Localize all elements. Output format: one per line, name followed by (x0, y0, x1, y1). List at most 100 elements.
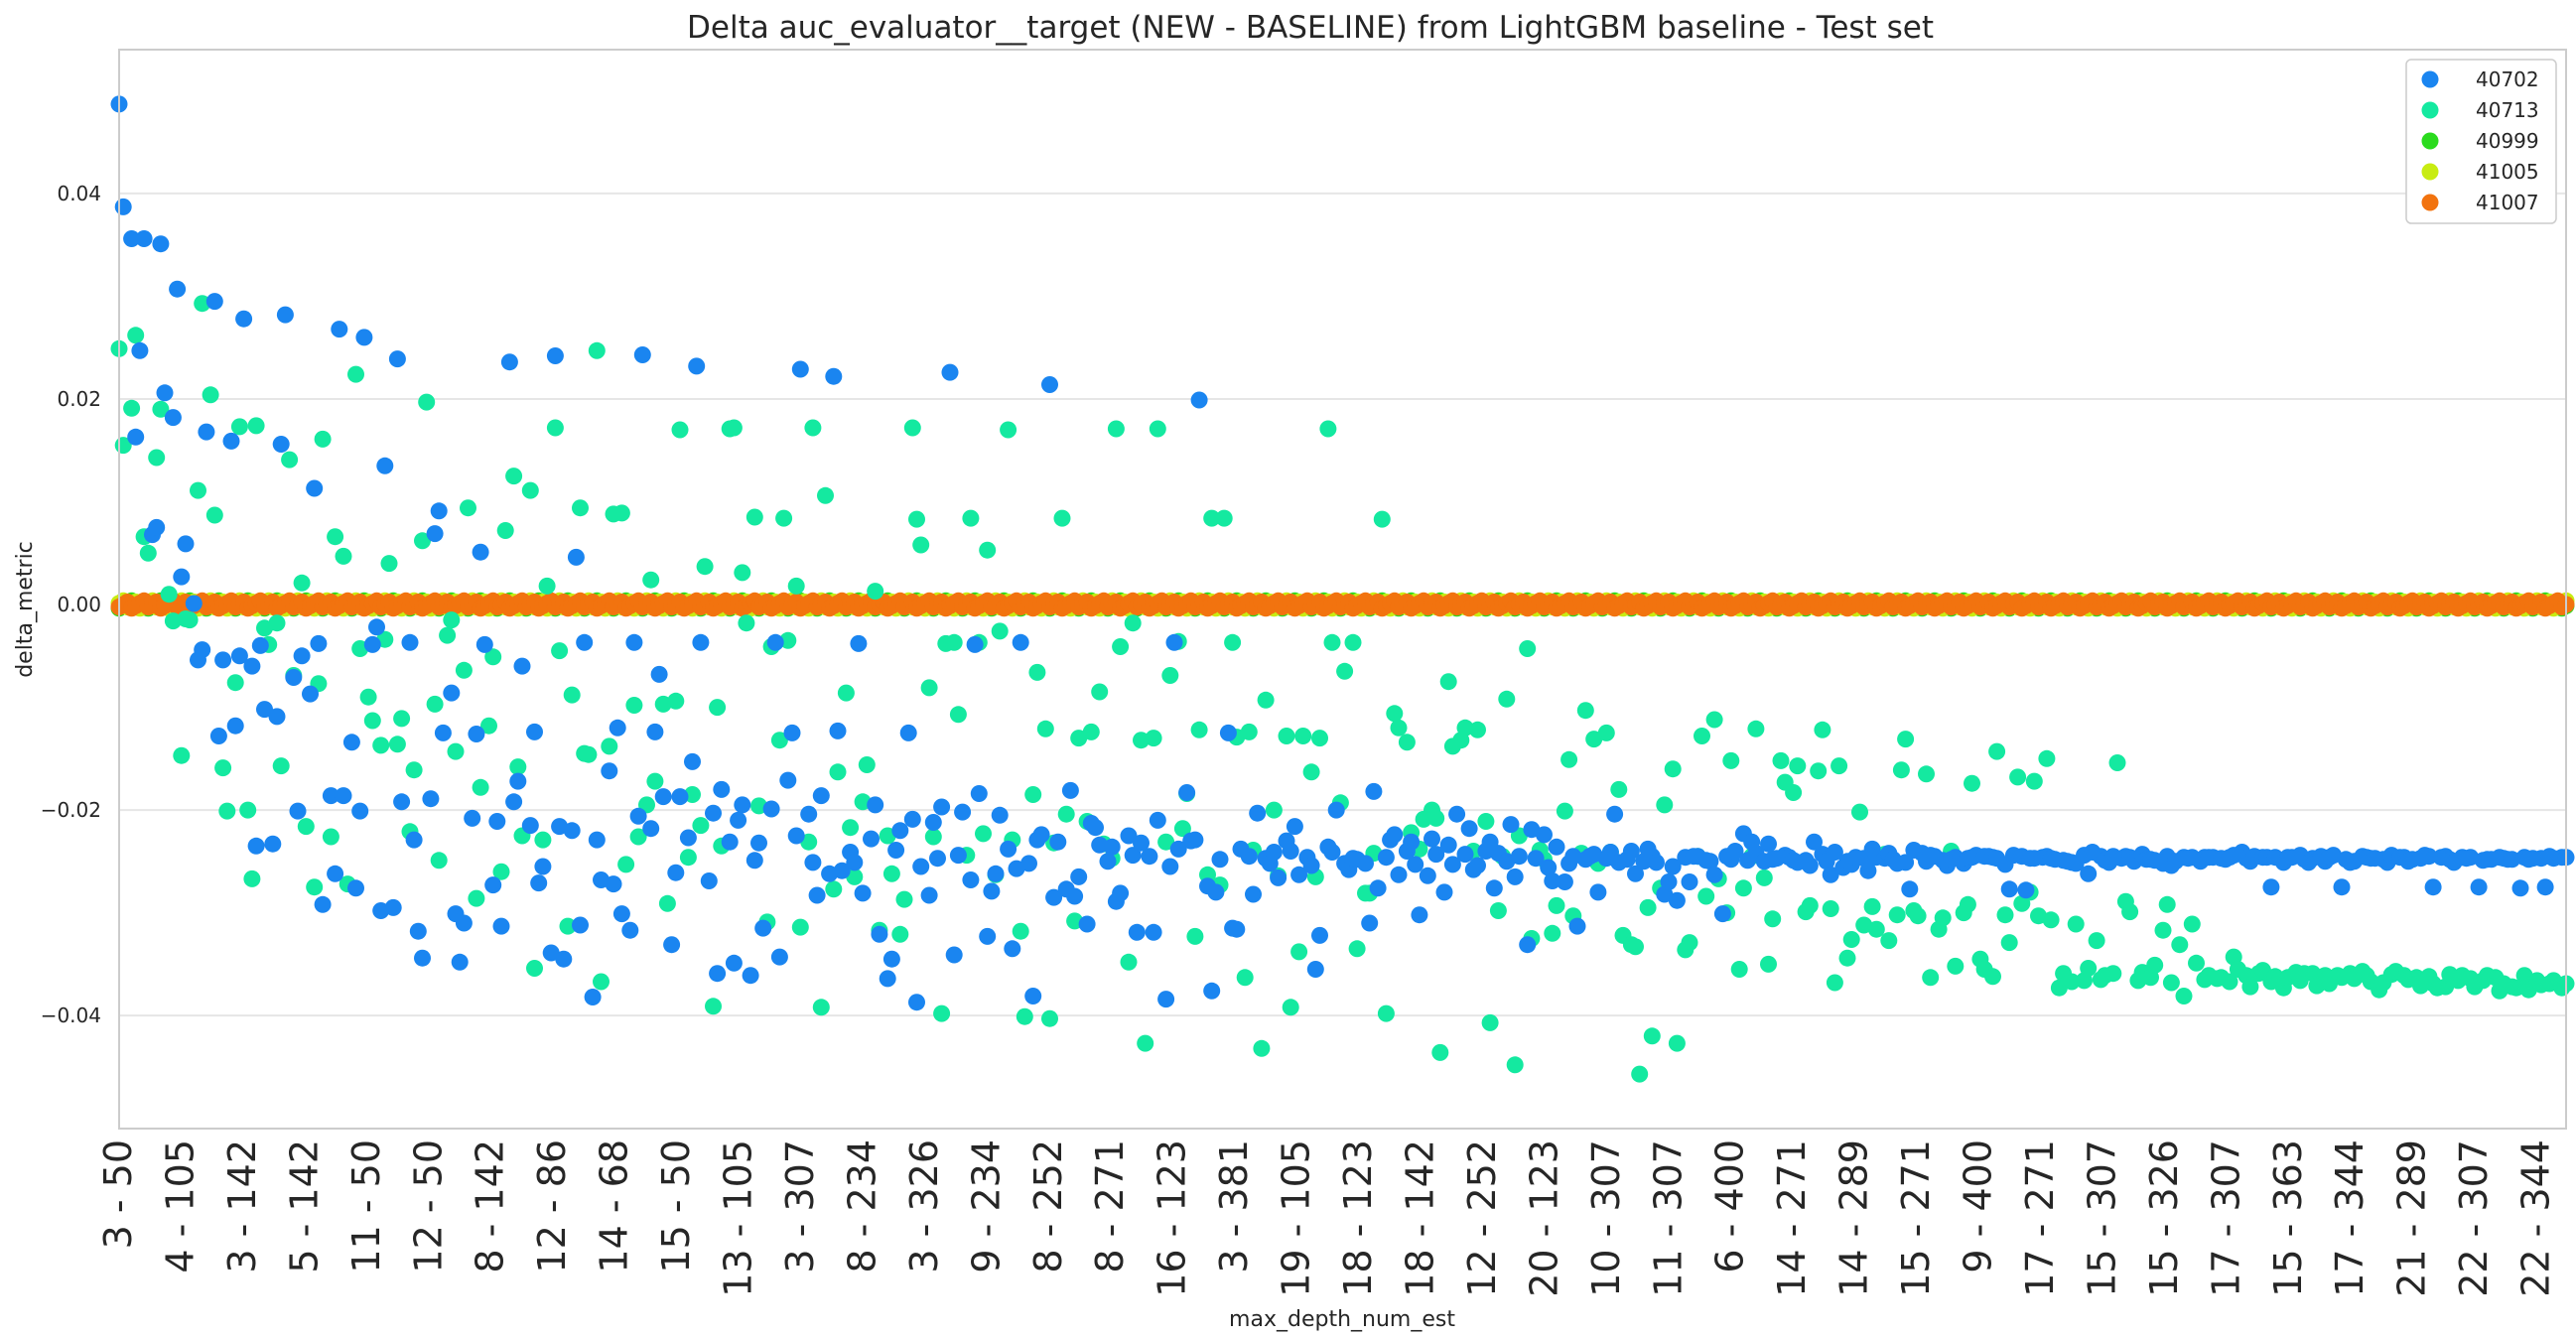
point-40713 (405, 761, 423, 779)
point-40702 (264, 835, 282, 853)
point-40713 (1439, 673, 1457, 691)
point-40713 (538, 577, 556, 595)
point-40713 (1556, 802, 1573, 820)
x-tick-label: 5 - 142 (282, 1139, 326, 1273)
point-40713 (2154, 921, 2172, 939)
point-40702 (576, 633, 594, 651)
point-40702 (376, 457, 394, 474)
point-40702 (2470, 878, 2488, 896)
point-40702 (1485, 879, 1503, 897)
point-40713 (505, 468, 523, 485)
point-40702 (2017, 881, 2035, 899)
point-40702 (384, 898, 402, 916)
point-40702 (1897, 854, 1915, 871)
point-40702 (766, 633, 784, 651)
point-40702 (867, 796, 884, 814)
point-40702 (1419, 867, 1436, 884)
point-40713 (388, 736, 406, 753)
x-tick-label: 3 - 381 (1212, 1139, 1256, 1273)
y-tick-label: 0.04 (57, 182, 101, 205)
x-tick-label: 12 - 86 (530, 1139, 574, 1273)
point-40713 (2038, 749, 2056, 767)
point-40713 (322, 828, 339, 846)
point-40713 (1336, 662, 1354, 680)
point-40713 (1694, 728, 1710, 744)
point-40702 (1705, 866, 1723, 883)
point-40713 (1697, 887, 1715, 905)
point-40702 (1311, 926, 1328, 944)
point-40713 (1610, 780, 1628, 798)
point-40713 (1785, 784, 1803, 801)
point-40713 (1477, 813, 1495, 830)
point-40713 (912, 536, 930, 554)
x-tick-label: 20 - 123 (1522, 1139, 1565, 1297)
point-40702 (1726, 843, 1744, 860)
point-40713 (1133, 732, 1150, 749)
point-40713 (205, 506, 223, 524)
x-tick-label: 3 - 307 (778, 1139, 822, 1273)
point-40713 (430, 852, 448, 870)
point-40713 (1028, 663, 1046, 681)
point-40713 (1091, 683, 1109, 701)
point-40702 (1548, 838, 1565, 856)
point-40713 (247, 417, 265, 435)
point-40702 (871, 925, 888, 943)
point-40713 (297, 818, 315, 836)
x-tick-label: 21 - 289 (2390, 1139, 2434, 1297)
point-40702 (1061, 781, 1079, 799)
x-tick-label: 8 - 271 (1088, 1139, 1132, 1273)
point-40702 (1327, 801, 1345, 819)
point-40702 (455, 914, 473, 932)
point-40702 (314, 895, 332, 913)
point-40713 (1984, 968, 2001, 986)
point-40702 (2000, 880, 2018, 898)
point-40702 (663, 936, 681, 954)
point-40713 (418, 393, 436, 411)
point-40702 (247, 837, 265, 855)
point-40702 (1012, 633, 1029, 651)
point-40702 (310, 634, 328, 652)
point-40702 (256, 701, 273, 719)
point-40702 (222, 432, 240, 450)
point-40702 (355, 329, 373, 346)
point-40702 (422, 790, 440, 808)
x-tick-label: 11 - 50 (344, 1139, 388, 1273)
point-40713 (226, 674, 244, 692)
point-40702 (464, 809, 481, 827)
point-40713 (867, 583, 884, 601)
point-40713 (2221, 973, 2238, 991)
point-40713 (1137, 1034, 1154, 1052)
point-40702 (954, 803, 972, 821)
point-40713 (1922, 969, 1940, 987)
point-40702 (987, 865, 1005, 882)
point-40702 (127, 428, 145, 446)
point-40702 (754, 919, 772, 937)
point-40713 (1548, 896, 1565, 914)
point-40702 (1826, 844, 1843, 861)
point-40713 (671, 421, 689, 439)
x-tick-label: 14 - 271 (1770, 1139, 1814, 1297)
point-40702 (1091, 836, 1109, 854)
point-40713 (443, 611, 461, 629)
point-40702 (1099, 853, 1117, 870)
point-40702 (584, 989, 602, 1005)
point-40713 (705, 998, 722, 1015)
point-40713 (787, 577, 805, 595)
point-40702 (1112, 884, 1130, 902)
point-40702 (169, 280, 187, 298)
point-40713 (1585, 731, 1603, 748)
point-40713 (2175, 988, 2193, 1004)
point-40702 (588, 831, 606, 849)
x-tick-label: 8 - 142 (469, 1139, 512, 1273)
point-40702 (205, 293, 223, 311)
point-40702 (572, 916, 589, 934)
point-40713 (1427, 809, 1445, 827)
point-40702 (1448, 805, 1466, 823)
point-40713 (372, 736, 390, 754)
point-40702 (509, 772, 527, 790)
point-40702 (272, 436, 290, 453)
point-40702 (882, 950, 900, 968)
plot-frame (118, 49, 2567, 1130)
point-40713 (1344, 633, 1362, 651)
point-40702 (929, 850, 946, 868)
